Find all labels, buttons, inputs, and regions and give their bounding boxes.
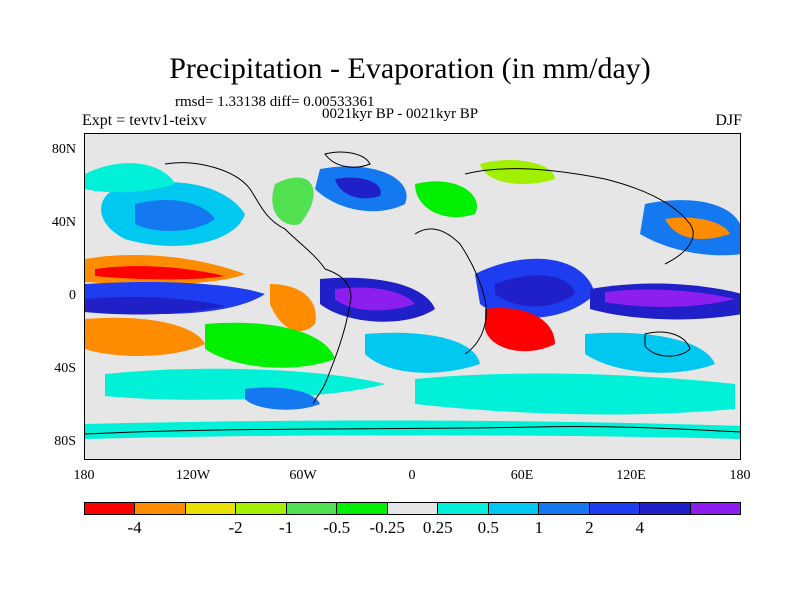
colorbar-swatch: [185, 503, 237, 514]
lat-label-40n: 40N: [51, 215, 76, 230]
coast-africa: [414, 228, 487, 355]
colorbar-label: -2: [228, 518, 243, 537]
colorbar-swatch: [286, 503, 338, 514]
lat-label-80n: 80N: [51, 142, 76, 157]
colorbar-label: 0.25: [422, 518, 453, 537]
lon-label-0: 0: [408, 468, 416, 483]
field-indian-ocean-core: [495, 275, 575, 307]
lon-label-180e: 180: [729, 468, 751, 483]
field-north-atlantic-core: [335, 177, 381, 199]
colorbar-label: 4: [635, 518, 645, 537]
colorbar-swatch: [236, 503, 287, 514]
colorbar-label: -0.25: [369, 518, 405, 537]
experiment-label: Expt = tevtv1-teixv: [82, 112, 207, 129]
lon-label-180w: 180: [73, 468, 95, 483]
field-southern-ocean-west: [105, 368, 385, 400]
field-tropical-dry-core: [95, 266, 225, 280]
colorbar-swatch: [640, 503, 691, 514]
field-north-pacific-core: [135, 199, 215, 231]
lon-label-60e: 60E: [510, 468, 534, 483]
field-south-america-dry: [270, 284, 316, 332]
period-label: 0021kyr BP - 0021kyr BP: [322, 106, 479, 122]
field-south-indian: [585, 332, 715, 373]
colorbar-swatch: [488, 503, 540, 514]
lat-label-0: 0: [69, 288, 76, 303]
coast-south-america: [312, 268, 352, 405]
world-map: [84, 133, 741, 460]
map-field: [85, 134, 740, 459]
field-amazon-core: [335, 287, 415, 311]
field-southern-ocean-east: [415, 373, 735, 415]
coast-eurasia: [464, 168, 694, 265]
field-south-indian-dry: [485, 308, 555, 352]
colorbar-swatch: [337, 503, 388, 514]
lat-label-80s: 80S: [54, 434, 76, 449]
field-south-pacific: [205, 322, 335, 368]
field-antarctic-margin: [85, 420, 740, 439]
lon-label-120e: 120E: [616, 468, 646, 483]
lon-label-60w: 60W: [289, 468, 317, 483]
field-drake-passage: [245, 387, 320, 410]
coast-north-america: [164, 162, 326, 270]
colorbar-swatch: [135, 503, 186, 514]
stats-line: rmsd= 1.33138 diff= 0.00533361: [175, 94, 375, 110]
field-europe: [415, 181, 477, 218]
coastlines: [85, 151, 740, 435]
field-kuroshio: [665, 217, 730, 239]
field-north-america-east: [272, 177, 314, 225]
colorbar-swatch: [438, 503, 489, 514]
colorbar-label: 1: [534, 518, 544, 537]
colorbar-swatch: [690, 503, 741, 514]
field-siberia: [480, 159, 555, 184]
colorbar-swatch: [539, 503, 590, 514]
colorbar-label: 0.5: [477, 518, 499, 537]
colorbar-swatch: [85, 503, 136, 514]
field-pacific-itcz-core: [85, 296, 225, 315]
lon-label-120w: 120W: [175, 468, 211, 483]
plot-title: Precipitation - Evaporation (in mm/day): [169, 52, 651, 85]
field-north-pacific-edge: [85, 163, 175, 193]
field-south-pacific-dry: [85, 317, 205, 356]
season-label: DJF: [715, 112, 742, 129]
coast-greenland: [324, 151, 371, 168]
coast-antarctica: [85, 426, 740, 435]
field-south-atlantic: [365, 332, 480, 373]
colorbar-swatch: [387, 503, 439, 514]
colorbar: [84, 502, 741, 515]
colorbar-swatch: [589, 503, 641, 514]
colorbar-label: -0.5: [323, 518, 351, 537]
field-maritime-core: [605, 289, 735, 307]
coast-australia: [644, 331, 691, 357]
colorbar-label: -1: [279, 518, 294, 537]
lat-label-40s: 40S: [54, 361, 76, 376]
colorbar-label: -4: [127, 518, 142, 537]
colorbar-label: 2: [585, 518, 594, 537]
